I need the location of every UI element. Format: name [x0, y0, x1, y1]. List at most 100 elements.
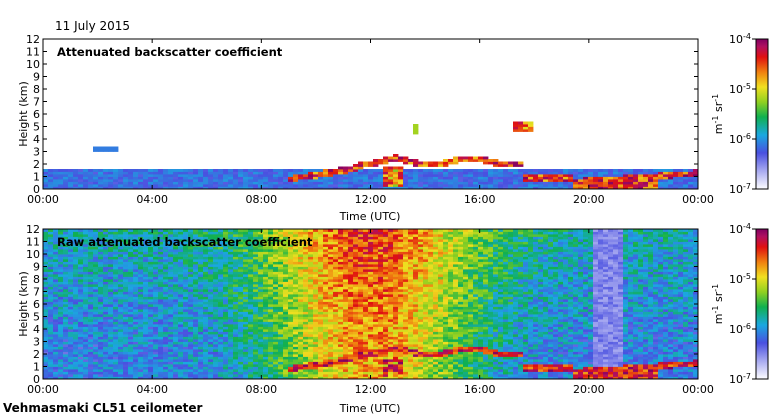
heat-cell — [458, 169, 464, 172]
heat-cell — [198, 371, 204, 375]
heat-cell — [323, 231, 329, 235]
heat-cell — [183, 246, 189, 250]
heat-cell — [333, 334, 339, 337]
heat-cell — [53, 276, 59, 280]
heat-cell — [193, 256, 199, 260]
heat-cell — [338, 364, 344, 367]
heat-cell — [143, 371, 149, 375]
heat-cell — [98, 291, 104, 295]
heat-cell — [148, 319, 154, 322]
heat-cell — [63, 174, 69, 177]
heat-cell — [258, 349, 264, 352]
heat-cell — [108, 174, 114, 177]
heat-cell — [343, 186, 349, 190]
heat-cell — [58, 361, 64, 365]
heat-cell — [468, 176, 474, 180]
heat-cell — [333, 359, 339, 362]
heat-cell — [128, 294, 134, 297]
heat-cell — [348, 244, 354, 247]
heat-cell — [78, 184, 84, 187]
heat-cell — [353, 354, 359, 357]
heat-cell — [193, 231, 199, 235]
heat-cell — [548, 169, 554, 172]
heat-cell — [308, 354, 314, 357]
heat-cell — [318, 316, 324, 320]
heat-cell — [313, 241, 319, 245]
heat-cell — [73, 286, 79, 290]
heat-cell — [498, 161, 504, 165]
heat-cell — [83, 261, 89, 265]
heat-cell — [198, 309, 204, 312]
heat-cell — [353, 339, 359, 342]
heat-cell — [203, 304, 209, 307]
heat-cell — [278, 321, 284, 325]
heat-cell — [258, 346, 264, 350]
heat-cell — [323, 344, 329, 347]
heat-cell — [443, 181, 449, 185]
heat-cell — [283, 316, 289, 320]
heat-cell — [203, 359, 209, 362]
heat-cell — [293, 291, 299, 295]
heat-cell — [253, 279, 259, 282]
heat-cell — [163, 316, 169, 320]
heat-cell — [43, 319, 49, 322]
heat-cell — [343, 229, 349, 232]
heat-cell — [98, 314, 104, 317]
heat-cell — [68, 279, 74, 282]
heat-cell — [188, 309, 194, 312]
heat-cell — [58, 171, 64, 175]
heat-cell — [98, 244, 104, 247]
heat-cell — [343, 286, 349, 290]
heat-cell — [233, 354, 239, 357]
heat-cell — [278, 169, 284, 172]
heat-cell — [228, 231, 234, 235]
heat-cell — [563, 174, 569, 177]
heat-cell — [193, 314, 199, 317]
heat-cell — [168, 239, 174, 242]
heat-cell — [173, 336, 179, 340]
heat-cell — [228, 339, 234, 342]
heat-cell — [183, 274, 189, 277]
heat-cell — [343, 321, 349, 325]
heat-cell — [153, 286, 159, 290]
heat-cell — [153, 281, 159, 285]
heat-cell — [163, 276, 169, 280]
heat-cell — [83, 231, 89, 235]
heat-cell — [103, 274, 109, 277]
heat-cell — [253, 281, 259, 285]
heat-cell — [203, 291, 209, 295]
heat-cell — [128, 356, 134, 360]
heat-cell — [223, 186, 229, 190]
heat-cell — [283, 174, 289, 177]
heat-cell — [88, 291, 94, 295]
heat-cell — [298, 176, 304, 180]
heat-cell — [188, 356, 194, 360]
heat-cell — [113, 266, 119, 270]
heat-cell — [303, 286, 309, 290]
heat-cell — [273, 326, 279, 330]
heat-cell — [343, 301, 349, 305]
heat-cell — [228, 184, 234, 187]
heat-cell — [153, 169, 159, 172]
heat-cell — [288, 186, 294, 190]
heat-cell — [393, 166, 399, 170]
heat-cell — [88, 371, 94, 375]
heat-cell — [328, 331, 334, 335]
heat-cell — [623, 176, 629, 180]
heat-cell — [138, 334, 144, 337]
heat-cell — [498, 164, 504, 167]
heat-cell — [178, 229, 184, 232]
heat-cell — [318, 339, 324, 342]
heat-cell — [478, 156, 484, 160]
heat-cell — [93, 331, 99, 335]
heat-cell — [223, 284, 229, 287]
heat-cell — [163, 284, 169, 287]
heat-cell — [323, 311, 329, 315]
heat-cell — [238, 314, 244, 317]
heat-cell — [328, 266, 334, 270]
heat-cell — [563, 179, 569, 182]
heat-cell — [173, 284, 179, 287]
heat-cell — [328, 371, 334, 375]
heat-cell — [473, 179, 479, 182]
heat-cell — [463, 159, 469, 162]
